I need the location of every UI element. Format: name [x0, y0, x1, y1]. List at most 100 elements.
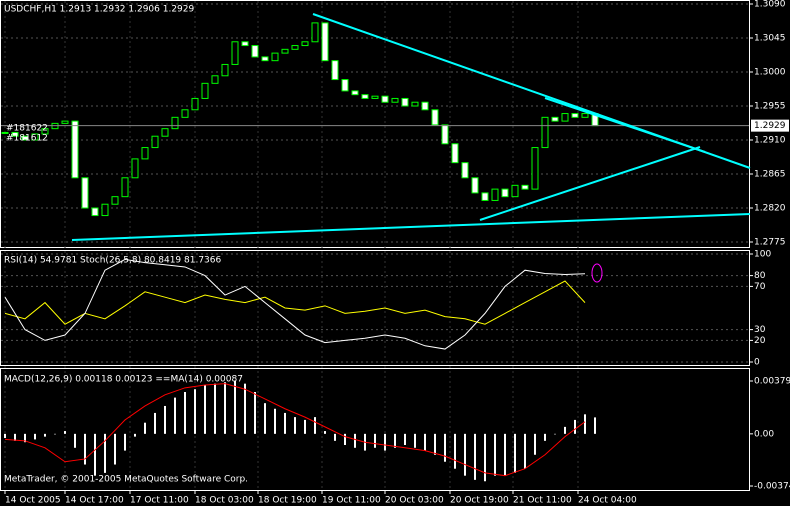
- candle: [61, 120, 69, 124]
- histogram-bar: [334, 433, 336, 441]
- histogram-bar: [424, 433, 426, 451]
- histogram-bar: [294, 417, 296, 434]
- histogram-bar: [394, 433, 396, 448]
- histogram-bar: [594, 417, 596, 434]
- histogram-bar: [434, 433, 436, 455]
- x-tick-label: 14 Oct 17:00: [65, 496, 124, 506]
- histogram-bar: [524, 433, 526, 469]
- candle: [501, 188, 509, 198]
- histogram-bar: [484, 433, 486, 482]
- x-tick-label: 20 Oct 03:00: [385, 496, 444, 506]
- candle: [171, 116, 179, 130]
- trendline: [544, 97, 706, 153]
- price-panel: [0, 0, 750, 248]
- candle: [241, 41, 249, 47]
- candle: [311, 22, 319, 43]
- histogram-bar: [464, 433, 466, 476]
- histogram-bar: [404, 433, 406, 446]
- histogram-bar: [384, 433, 386, 451]
- candle: [491, 188, 499, 201]
- histogram-bar: [64, 431, 66, 434]
- candle: [21, 135, 29, 141]
- histogram-bar: [24, 433, 26, 443]
- y-tick-label: 100: [754, 250, 771, 260]
- histogram-bar: [214, 383, 216, 434]
- histogram-bar: [344, 433, 346, 446]
- candle: [261, 56, 269, 62]
- candle: [101, 203, 109, 217]
- indicator-line: [4, 258, 586, 350]
- candle: [141, 147, 149, 160]
- candle: [321, 22, 329, 62]
- x-tick-label: 17 Oct 11:00: [130, 496, 189, 506]
- trendline: [71, 213, 751, 241]
- candle: [481, 192, 489, 201]
- candle: [531, 147, 539, 190]
- candle: [11, 131, 19, 137]
- candle: [461, 162, 469, 179]
- histogram-bar: [274, 408, 276, 434]
- candle: [231, 41, 239, 65]
- candle: [431, 109, 439, 126]
- candle: [341, 79, 349, 92]
- candle: [451, 143, 459, 164]
- histogram-bar: [494, 433, 496, 476]
- candle: [381, 95, 389, 103]
- y-tick-label: -0.00374: [754, 482, 790, 492]
- y-tick-label: 0.00: [754, 429, 774, 439]
- histogram-bar: [444, 433, 446, 462]
- candle: [511, 184, 519, 198]
- histogram-bar: [4, 433, 6, 439]
- y-tick-label: 1.2775: [754, 238, 786, 248]
- histogram-bar: [574, 419, 576, 434]
- candle: [181, 109, 189, 118]
- histogram-bar: [264, 403, 266, 434]
- histogram-bar: [114, 433, 116, 465]
- y-tick-label: 1.3000: [754, 68, 786, 78]
- candle: [251, 45, 259, 58]
- histogram-bar: [104, 433, 106, 473]
- candle: [551, 116, 559, 122]
- candle: [131, 158, 139, 179]
- histogram-bar: [174, 397, 176, 434]
- candle: [271, 52, 279, 62]
- candle: [71, 120, 79, 179]
- histogram-bar: [134, 433, 136, 437]
- candle: [581, 113, 589, 118]
- histogram-bar: [584, 414, 586, 434]
- candle: [121, 177, 129, 198]
- price-title: USDCHF,H1 1.2913 1.2932 1.2906 1.2929: [4, 5, 194, 15]
- order-label: #181612: [6, 134, 48, 144]
- signal-line: [4, 383, 586, 477]
- y-tick-label: 1.2820: [754, 204, 786, 214]
- histogram-bar: [564, 426, 566, 434]
- histogram-bar: [154, 412, 156, 434]
- oscillator-title: RSI(14) 54.9781 Stoch(26,5,8) 80.8419 81…: [4, 256, 222, 266]
- x-tick-label: 18 Oct 03:00: [195, 496, 254, 506]
- histogram-bar: [124, 433, 126, 451]
- histogram-bar: [54, 433, 56, 435]
- histogram-bar: [14, 433, 16, 441]
- y-tick-label: 80: [754, 271, 766, 281]
- candle: [371, 95, 379, 99]
- histogram-bar: [164, 405, 166, 434]
- y-tick-label: 1.3045: [754, 34, 786, 44]
- candle: [31, 133, 39, 141]
- candle: [331, 60, 339, 81]
- candle: [91, 207, 99, 217]
- histogram-bar: [224, 382, 226, 434]
- macd-title: MACD(12,26,9) 0.00118 0.00123 ==MA(14) 0…: [4, 375, 243, 385]
- candle: [191, 97, 199, 111]
- histogram-bar: [324, 431, 326, 434]
- x-tick-label: 14 Oct 2005: [5, 496, 61, 506]
- candle: [301, 41, 309, 47]
- histogram-bar: [184, 392, 186, 434]
- trendlines: [71, 13, 751, 241]
- candle: [441, 124, 449, 145]
- histogram-bar: [204, 385, 206, 434]
- candle: [1, 131, 9, 134]
- last-price-label: 1.2929: [754, 121, 786, 131]
- x-tick-label: 24 Oct 04:00: [578, 496, 637, 506]
- candle: [401, 97, 409, 107]
